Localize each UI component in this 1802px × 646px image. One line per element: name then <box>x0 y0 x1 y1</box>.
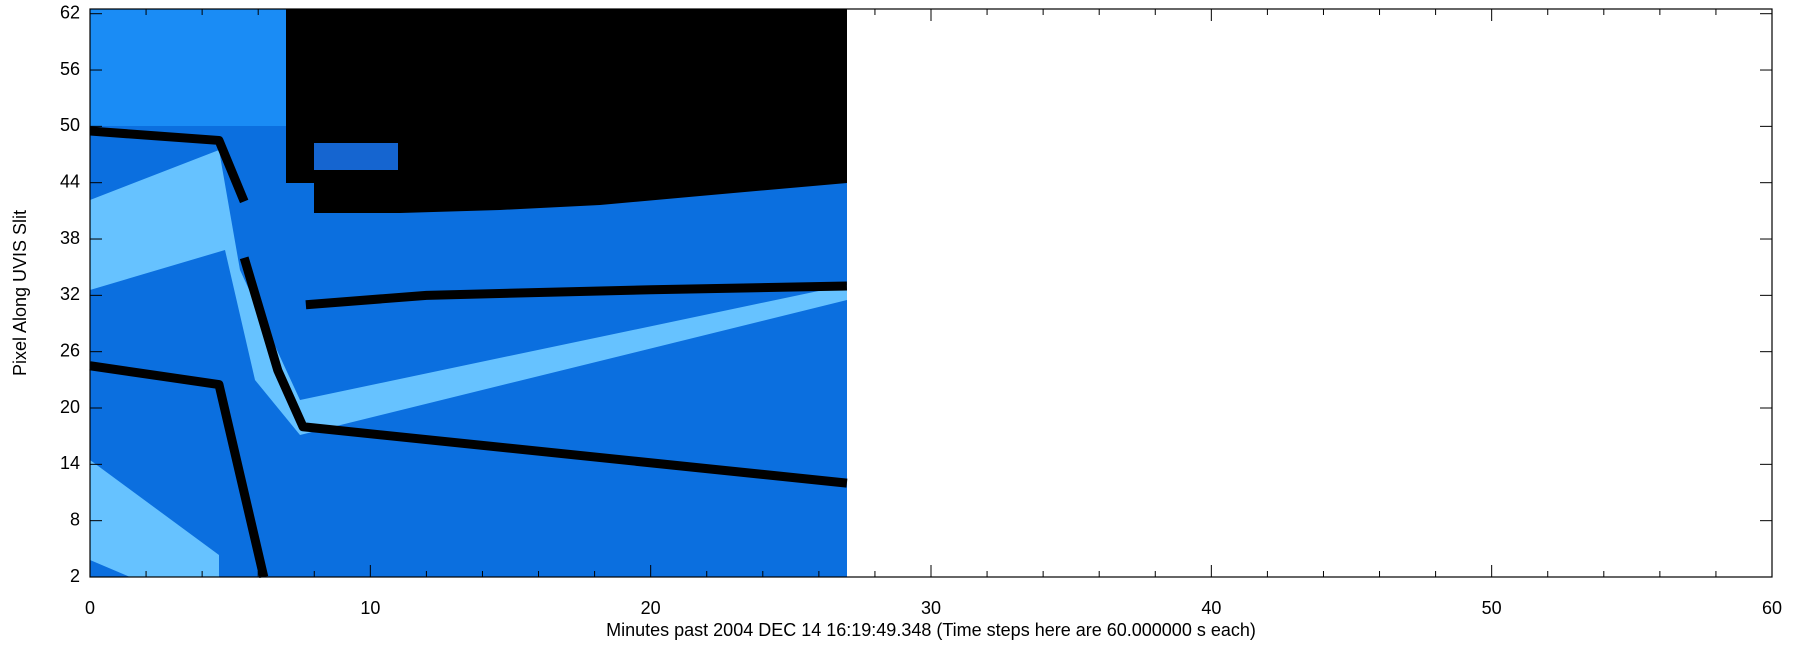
trace-line <box>89 126 249 204</box>
y-tick-label: 32 <box>60 284 80 304</box>
heatmap-region <box>286 9 847 213</box>
y-tick-label: 44 <box>60 171 80 191</box>
y-tick-label: 26 <box>60 340 80 360</box>
trace-line <box>239 256 848 488</box>
y-tick-label: 38 <box>60 228 80 248</box>
x-tick-label: 30 <box>921 598 941 618</box>
heatmap-region <box>90 9 286 126</box>
y-tick-label: 62 <box>60 2 80 22</box>
x-axis-label: Minutes past 2004 DEC 14 16:19:49.348 (T… <box>606 620 1256 640</box>
x-tick-label: 40 <box>1201 598 1221 618</box>
trace-line <box>305 281 847 310</box>
x-tick-label: 60 <box>1762 598 1782 618</box>
trace-line <box>89 361 269 579</box>
y-axis-label: Pixel Along UVIS Slit <box>10 210 30 376</box>
x-tick-label: 20 <box>641 598 661 618</box>
x-tick-label: 10 <box>360 598 380 618</box>
x-tick-label: 0 <box>85 598 95 618</box>
y-tick-label: 20 <box>60 397 80 417</box>
y-tick-label: 2 <box>70 566 80 586</box>
y-tick-label: 14 <box>60 453 80 473</box>
y-tick-label: 56 <box>60 59 80 79</box>
heatmap-region <box>314 143 398 170</box>
y-tick-label: 50 <box>60 115 80 135</box>
x-tick-label: 50 <box>1482 598 1502 618</box>
heatmap <box>90 9 847 577</box>
y-tick-label: 8 <box>70 509 80 529</box>
heatmap-band <box>90 460 219 577</box>
